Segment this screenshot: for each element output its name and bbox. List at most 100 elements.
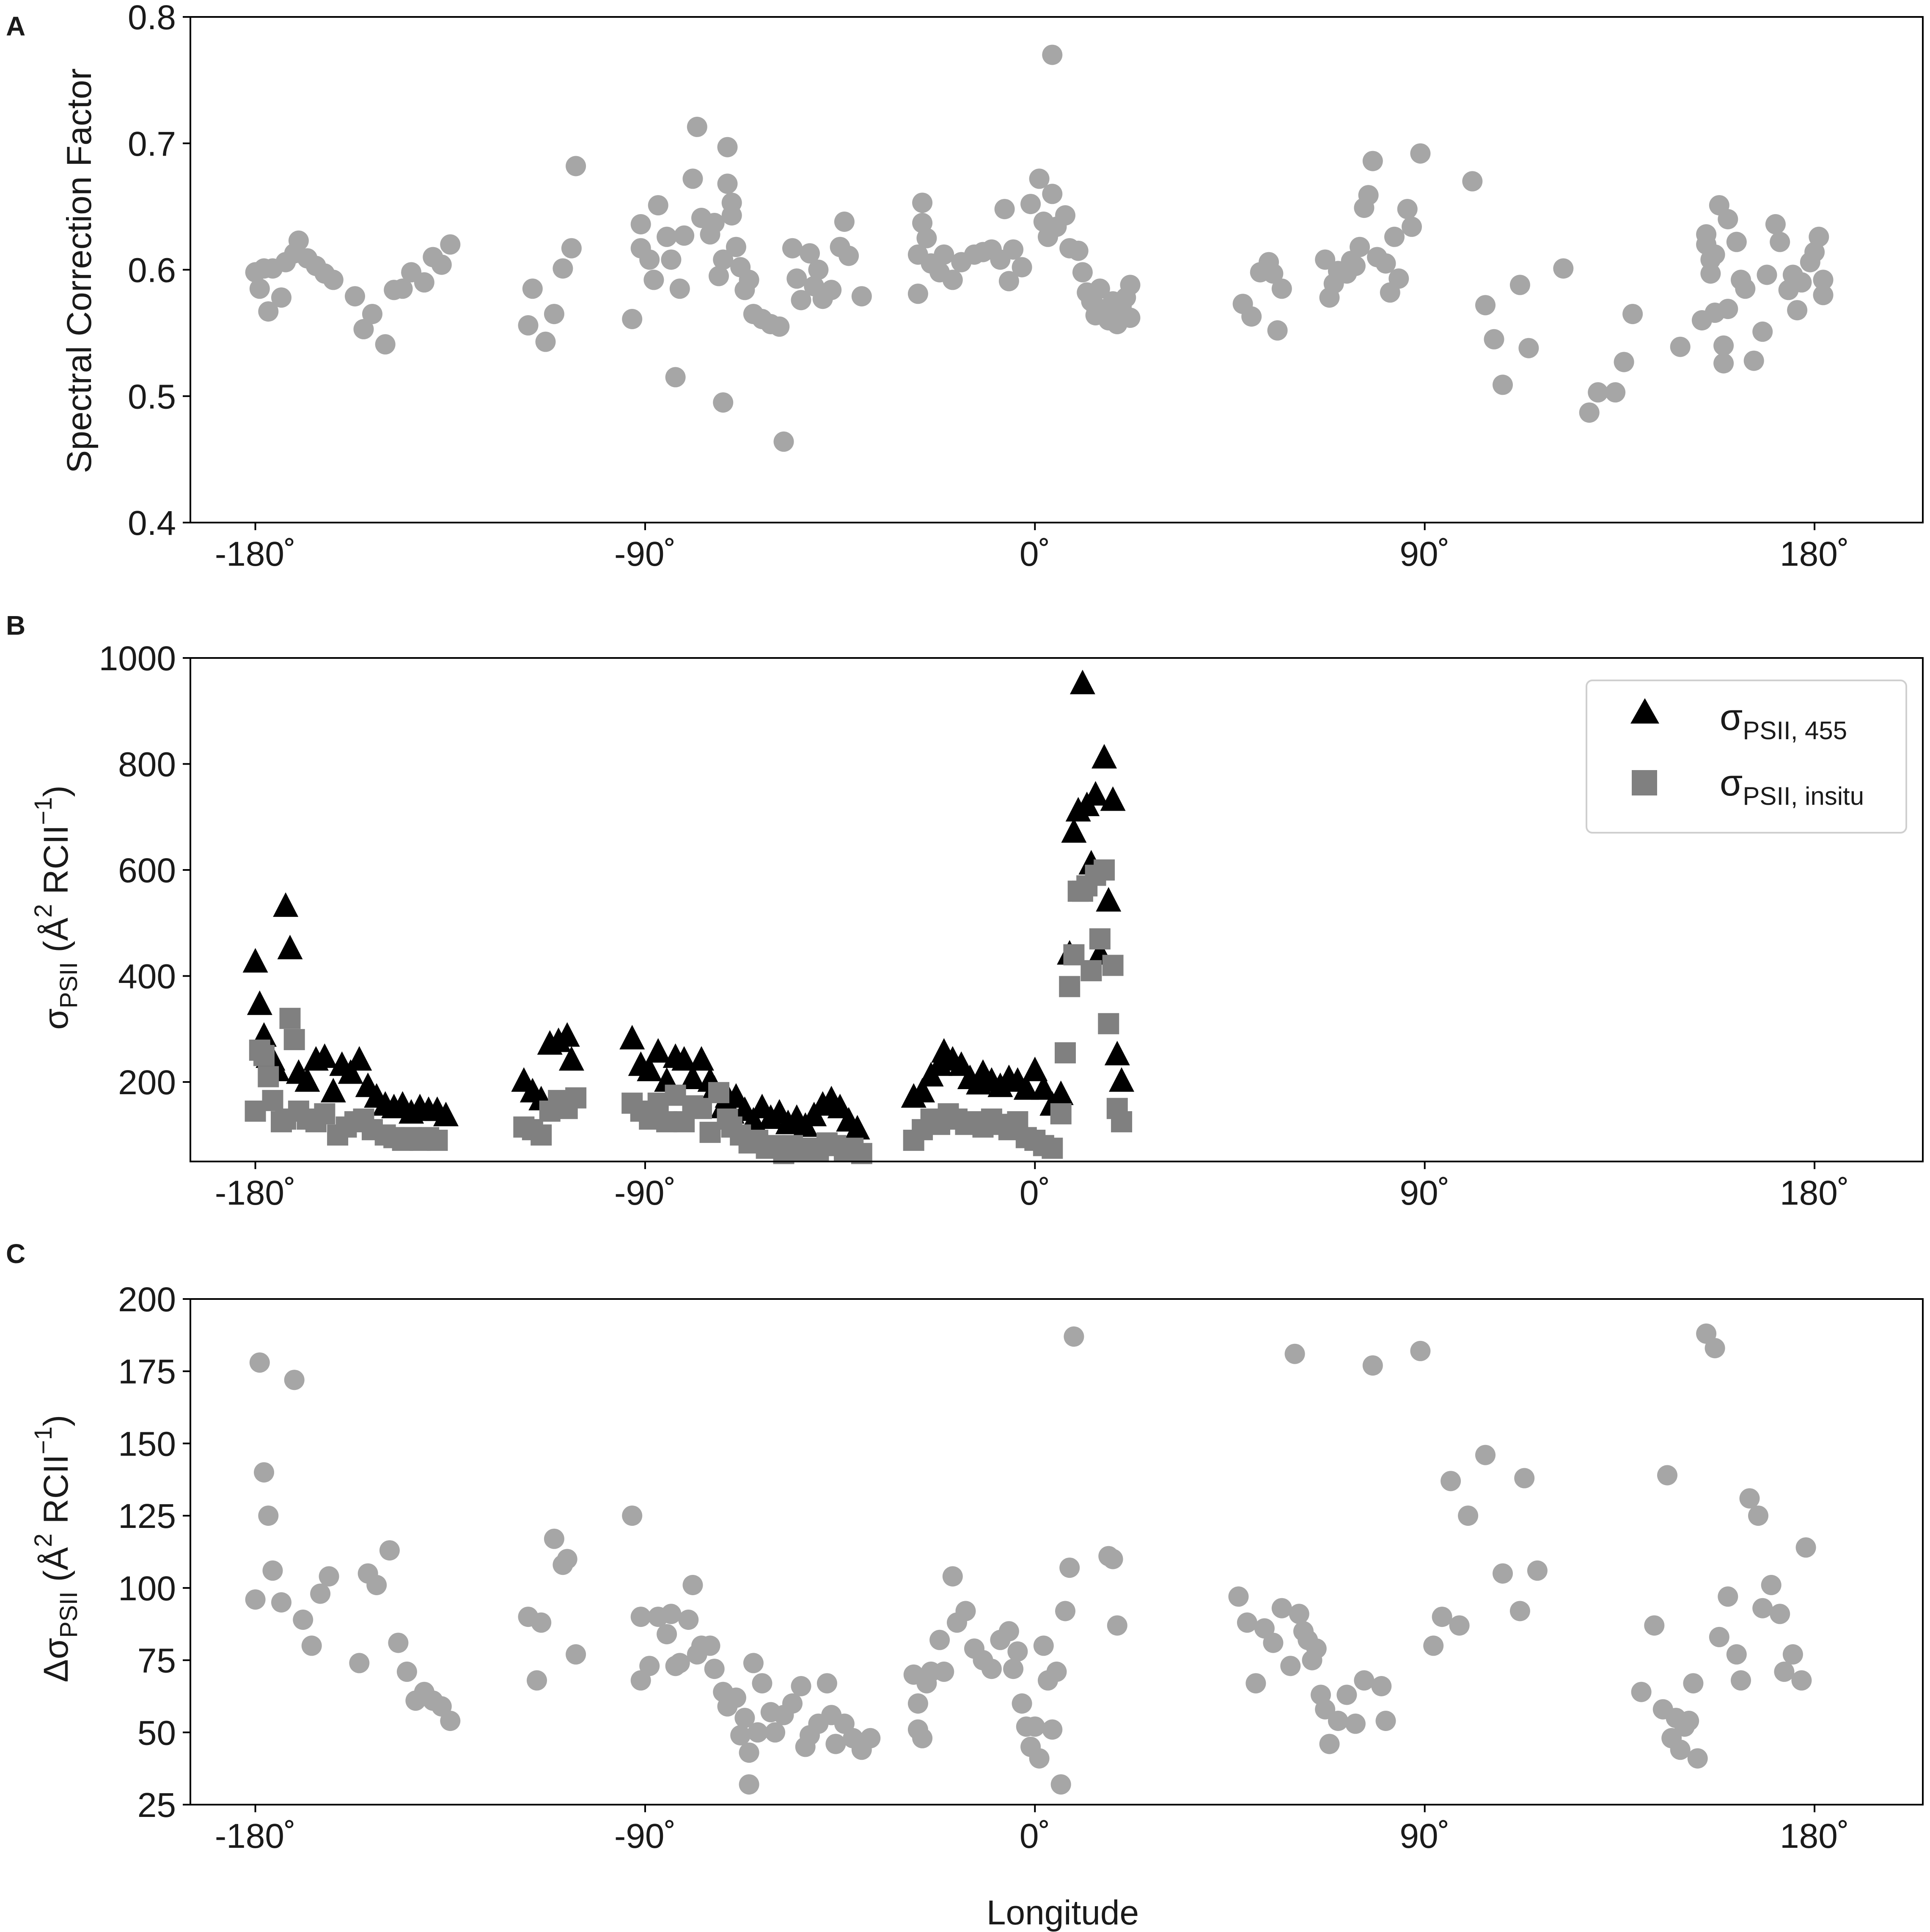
panel-c-x-axis-label: Longitude: [987, 1893, 1139, 1932]
panel-b-series-1-point-42: [708, 1082, 729, 1104]
panel-b-series-0-point-61: [844, 1115, 870, 1139]
panel-a-series-0-point-158: [1696, 224, 1717, 245]
panel-c-series-0-point-103: [1228, 1586, 1249, 1607]
panel-a-series-0-point-23: [440, 234, 461, 255]
panel-a-series-0-point-75: [907, 283, 928, 304]
panel-b-series-0-point-84: [1069, 669, 1095, 694]
panel-c-series-0-point-79: [955, 1601, 976, 1621]
panel-b-series-0-point-6: [273, 892, 299, 917]
legend-entry-455-symbol: σ: [1720, 696, 1743, 738]
legend-triangle-marker: [1630, 698, 1659, 724]
panel-c-series-0-point-95: [1046, 1661, 1067, 1682]
panel-c-series-0-point-84: [998, 1621, 1019, 1642]
panel-c-series-0-point-6: [284, 1370, 305, 1390]
panel-c-series-0-point-4: [262, 1560, 283, 1581]
panel-b-series-0-point-92: [1104, 1040, 1130, 1065]
panel-c-series-0-point-13: [366, 1575, 387, 1595]
panel-c-series-0-point-28: [566, 1644, 586, 1665]
panel-b-series-0-point-33: [619, 1025, 645, 1050]
panel-b-series-0-point-25: [433, 1101, 459, 1126]
panel-a-series-0-point-152: [1605, 382, 1626, 403]
panel-b-series-1-point-12: [314, 1103, 335, 1125]
panel-a: A -180˚ -90˚ 0˚ 90˚ 180˚ 0.4 0.5 0.6 0.7 0.8 Spe…: [6, 0, 1924, 573]
legend-square-marker: [1632, 770, 1657, 795]
panel-c-series-0-point-75: [929, 1629, 950, 1650]
panel-c-y-tick-label-2: 75: [137, 1642, 176, 1680]
panel-b-series-0-point-9: [294, 1067, 320, 1092]
panel-b-series-1-point-87: [1094, 859, 1115, 881]
panel-a-letter: A: [6, 11, 25, 41]
panel-b-series-1-point-59: [851, 1143, 872, 1164]
panel-c-series-0-point-145: [1679, 1711, 1699, 1731]
panel-a-series-0-point-65: [791, 290, 811, 311]
panel-c-series-0-point-134: [1509, 1601, 1530, 1621]
panel-c-series-0-point-64: [825, 1734, 846, 1754]
panel-c-series-0-point-58: [791, 1676, 811, 1696]
panel-c-letter: C: [6, 1238, 25, 1269]
panel-b-series-1-point-24: [426, 1129, 448, 1151]
panel-c-ylabel-sup2: 2: [30, 1533, 57, 1547]
panel-b-series-0-point-78: [1031, 1075, 1056, 1100]
panel-a-series-0-point-145: [1484, 329, 1504, 350]
panel-b-series-0-point-0: [242, 948, 268, 973]
panel-a-series-0-point-150: [1579, 402, 1600, 423]
panel-a-series-0-point-141: [1402, 216, 1422, 237]
panel-b-ylabel-sub: PSII: [55, 962, 82, 1009]
panel-c-series-0-point-127: [1423, 1635, 1444, 1656]
panel-a-series-0-point-12: [323, 270, 344, 290]
legend: σPSII, 455 σPSII, insitu: [1586, 680, 1907, 834]
panel-a-y-axis-label: Spectral Correction Factor: [60, 68, 99, 473]
panel-c-series-0-point-86: [1007, 1641, 1028, 1662]
panel-a-series-0-point-78: [912, 193, 933, 213]
panel-c-series-0-point-0: [245, 1589, 266, 1610]
panel-b-y-tick-label-2: 600: [118, 851, 176, 890]
panel-b-series-0-point-87: [1083, 781, 1108, 806]
panel-a-series-0-point-138: [1384, 226, 1405, 247]
panel-a-points: [245, 44, 1834, 452]
panel-c-series-0-point-68: [860, 1728, 881, 1748]
panel-c-series-0-point-34: [657, 1624, 677, 1645]
panel-c-series-0-point-146: [1683, 1673, 1704, 1694]
panel-b-series-1-point-27: [531, 1124, 552, 1146]
panel-c-series-0-point-42: [700, 1635, 720, 1656]
legend-box: [1586, 680, 1907, 834]
panel-a-series-0-point-47: [709, 266, 729, 286]
panel-b-y-tick-label-1: 400: [118, 958, 176, 996]
panel-a-series-0-point-154: [1622, 304, 1643, 325]
panel-c-series-0-point-23: [527, 1670, 547, 1691]
panel-a-series-0-point-5: [271, 287, 291, 308]
panel-a-series-0-point-171: [1743, 350, 1764, 371]
panel-b-series-0-point-14: [338, 1059, 363, 1084]
panel-a-series-0-point-89: [994, 199, 1015, 220]
panel-b-ylabel-sup2: 2: [30, 904, 57, 917]
panel-c-series-0-point-105: [1245, 1673, 1266, 1694]
panel-b-series-0-point-89: [1091, 744, 1117, 769]
panel-c-series-0-point-70: [907, 1693, 928, 1714]
panel-a-series-0-point-53: [721, 205, 742, 226]
panel-a-series-0-point-144: [1475, 295, 1496, 316]
panel-c-series-0-point-11: [349, 1653, 370, 1673]
panel-b-ylabel-rc: RCII: [37, 825, 75, 904]
panel-a-series-0-point-115: [1120, 308, 1141, 328]
panel-c-series-0-point-43: [704, 1659, 725, 1679]
panel-b-y-axis-label: σPSII (Å2 RCII−1): [30, 785, 82, 1030]
panel-c-series-0-point-124: [1371, 1676, 1392, 1696]
panel-a-x-tick-label-4: 180˚: [1780, 535, 1849, 573]
panel-a-series-0-point-57: [739, 270, 759, 290]
panel-c-series-0-point-126: [1410, 1340, 1431, 1361]
panel-c-series-0-point-37: [669, 1653, 690, 1673]
panel-a-x-tick-label-2: 0˚: [1020, 535, 1050, 573]
panel-b-series-1-point-3: [258, 1066, 279, 1087]
panel-c-series-0-point-115: [1306, 1638, 1327, 1659]
panel-a-series-0-point-172: [1752, 321, 1773, 342]
panel-a-y-tick-label-0: 0.4: [128, 504, 176, 542]
panel-c-series-0-point-108: [1271, 1598, 1292, 1618]
panel-a-series-0-point-148: [1518, 338, 1539, 358]
panel-a-series-0-point-103: [1072, 262, 1093, 283]
panel-c-series-0-point-111: [1289, 1604, 1309, 1624]
panel-a-series-0-point-31: [622, 309, 643, 329]
panel-c-series-0-point-91: [1029, 1748, 1050, 1769]
panel-c-x-tick-label-1: -90˚: [614, 1817, 676, 1855]
panel-c-series-0-point-129: [1441, 1471, 1461, 1492]
